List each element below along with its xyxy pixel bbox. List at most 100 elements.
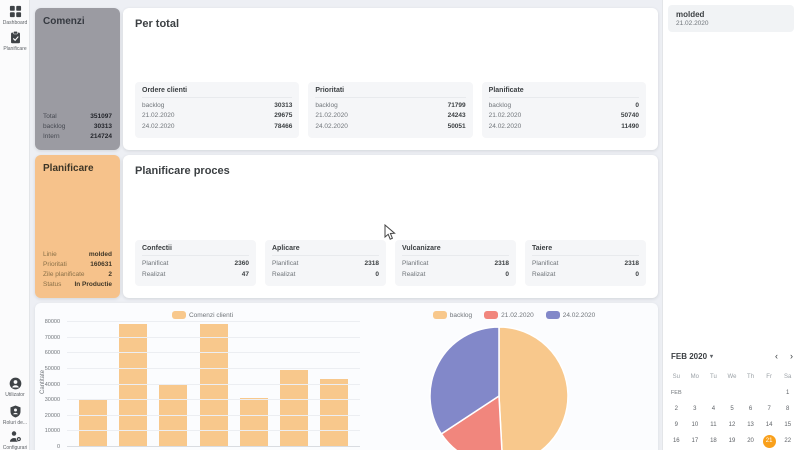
calendar-day-cell[interactable]: 3 xyxy=(693,406,697,412)
calendar-day-cell[interactable]: 8 xyxy=(786,406,790,412)
calendar-day-cell[interactable]: 10 xyxy=(691,422,699,428)
proces-subcards: Confectii Planificat 2360 Realizat 47 Apli… xyxy=(135,240,646,286)
legend-item-comenzi-clienti[interactable]: Comenzi clienti xyxy=(171,311,233,319)
calendar-day-cell[interactable]: 15 xyxy=(784,422,792,428)
subcard-title: Prioritati xyxy=(315,87,466,98)
bar-chart-plot xyxy=(67,321,360,447)
y-tick-label: 70000 xyxy=(44,334,60,341)
bar xyxy=(239,398,268,447)
calendar-day-cell[interactable]: 6 xyxy=(748,406,753,412)
calendar-day-cell[interactable]: 22 xyxy=(784,438,792,444)
subcard-title: Ordere clienti xyxy=(142,87,293,98)
user-gear-icon xyxy=(0,430,30,444)
subcard-title: Vulcanizare xyxy=(402,245,509,257)
sidebar-item-label: Utilizator xyxy=(5,392,25,398)
gridline xyxy=(67,430,360,432)
sidebar-item-configurari[interactable]: Configurari xyxy=(0,427,30,450)
y-tick-label: 60000 xyxy=(44,350,60,357)
sidebar-item-dashboard[interactable]: Dashboard xyxy=(0,2,30,28)
planificare-stats: Linie molded Prioritati 160631 Zile planif… xyxy=(43,250,112,290)
calendar-day-cell[interactable]: 12 xyxy=(728,422,736,428)
bar xyxy=(159,384,188,447)
stat-row: 24.02.2020 78466 xyxy=(142,122,293,130)
calendar-day-header: Tu xyxy=(710,374,717,380)
comenzi-stats: Total 351097 backlog 30313 Intern 214724 xyxy=(43,112,112,142)
calendar-day-cell[interactable]: 4 xyxy=(711,406,716,412)
calendar-day-header: Sa xyxy=(784,374,792,380)
stat-row: Zile planificate 2 xyxy=(43,270,112,278)
calendar-day-header: Su xyxy=(672,374,680,380)
bar-chart: Comenzi clienti Cantitate 0 10000 20000 300… xyxy=(35,303,370,450)
calendar-day-cell[interactable]: 14 xyxy=(765,422,773,428)
calendar-day-cell[interactable]: 9 xyxy=(674,422,678,428)
calendar-day-cell[interactable]: 18 xyxy=(710,438,717,444)
planificare-summary-card[interactable]: Planificare Linie molded Prioritati 160631… xyxy=(35,155,120,298)
y-tick-label: 10000 xyxy=(44,428,60,435)
legend-swatch xyxy=(171,311,186,319)
pie-slice-backlog xyxy=(498,326,569,450)
legend-item-24-02-2020[interactable]: 24.02.2020 xyxy=(545,311,596,319)
sidebar-item-roluri[interactable]: Roluri de... xyxy=(0,402,30,428)
per-total-title: Per total xyxy=(135,18,180,30)
calendar-grid: Su Mo Tu We Th Fr Sa FEB 1 2 3 4 5 6 7 8 9 10 11 12 13 14 15 16… xyxy=(667,369,797,449)
calendar-day-cell[interactable]: 17 xyxy=(691,438,699,444)
selected-line-name: molded xyxy=(676,10,705,19)
stat-row: Realizat 0 xyxy=(272,270,379,278)
calendar-prev-button[interactable]: ‹ xyxy=(775,351,778,361)
legend-item-backlog[interactable]: backlog xyxy=(432,311,472,319)
comenzi-summary-card[interactable]: Comenzi Total 351097 backlog 30313 Intern 2… xyxy=(35,8,120,150)
calendar-day-cell[interactable]: 21 xyxy=(760,434,779,448)
stat-row: 24.02.2020 50051 xyxy=(315,122,466,130)
legend-label: 24.02.2020 xyxy=(562,311,596,319)
calendar-day-header: Th xyxy=(747,374,755,380)
calendar-day-cell[interactable]: 11 xyxy=(710,422,717,428)
calendar-day-header: Fr xyxy=(766,374,772,380)
calendar-month-label: FEB 2020 xyxy=(671,352,708,361)
stat-row: 24.02.2020 11490 xyxy=(488,122,639,130)
sidebar-item-label: Planificare xyxy=(3,46,27,52)
right-panel: molded 21.02.2020 FEB 2020 ▾ ‹ › Su Mo Tu W… xyxy=(662,0,800,450)
stat-row: 21.02.2020 24243 xyxy=(315,112,466,120)
stat-row: backlog 30313 xyxy=(43,122,112,130)
stat-row: 21.02.2020 29675 xyxy=(142,112,293,120)
stat-row: Status In Productie xyxy=(43,280,112,288)
calendar-header: FEB 2020 ▾ ‹ › xyxy=(667,352,797,362)
calendar-month-marker: FEB xyxy=(670,390,682,396)
calendar-day-cell[interactable]: 20 xyxy=(747,438,754,444)
stat-row: backlog 71799 xyxy=(315,101,466,109)
sidebar-item-utilizator[interactable]: Utilizator xyxy=(0,374,30,400)
gridline xyxy=(67,399,360,401)
stat-row: 21.02.2020 50740 xyxy=(488,112,639,120)
calendar-day-cell[interactable]: 19 xyxy=(728,438,736,444)
calendar-month-dropdown[interactable]: FEB 2020 ▾ xyxy=(671,352,713,361)
calendar-nav: ‹ › xyxy=(775,352,793,361)
sidebar-item-label: Configurari xyxy=(2,445,28,450)
calendar-day-cell[interactable]: 1 xyxy=(786,390,790,396)
calendar-day-cell[interactable]: 2 xyxy=(674,406,678,412)
planificare-card-title: Planificare xyxy=(43,163,94,174)
bar-chart-bars xyxy=(67,322,360,447)
per-total-subcards: Ordere clienti backlog 30313 21.02.2020 29… xyxy=(135,81,646,138)
selected-line-card[interactable]: molded 21.02.2020 xyxy=(668,5,794,32)
sidebar-item-planificare[interactable]: Planificare xyxy=(0,28,30,54)
stat-row: Planificat 2318 xyxy=(272,260,379,268)
stat-row: Total 351097 xyxy=(43,112,112,120)
stat-row: backlog 30313 xyxy=(142,101,293,109)
y-tick-label: 0 xyxy=(56,444,60,450)
calendar-day-cell[interactable]: 16 xyxy=(672,438,680,444)
pie-slice-21.02.2020 xyxy=(440,394,503,450)
y-tick-label: 20000 xyxy=(44,412,60,419)
calendar-day-cell[interactable]: 13 xyxy=(747,422,754,428)
stat-row: Realizat 47 xyxy=(142,270,249,278)
charts-panel: Comenzi clienti Cantitate 0 10000 20000 300… xyxy=(35,303,658,450)
stat-row: Linie molded xyxy=(43,250,112,258)
legend-item-21-02-2020[interactable]: 21.02.2020 xyxy=(484,311,534,319)
bar-chart-legend: Comenzi clienti xyxy=(35,311,370,319)
calendar-next-button[interactable]: › xyxy=(790,351,793,361)
planificare-proces-title: Planificare proces xyxy=(135,165,230,177)
calendar-day-cell[interactable]: 5 xyxy=(730,406,734,412)
calendar-day-cell[interactable]: 7 xyxy=(767,406,771,412)
subcard-title: Aplicare xyxy=(272,245,379,257)
subcard-prioritati: Prioritati backlog 71799 21.02.2020 24243 … xyxy=(308,81,473,138)
subcard-title: Taiere xyxy=(532,245,639,257)
